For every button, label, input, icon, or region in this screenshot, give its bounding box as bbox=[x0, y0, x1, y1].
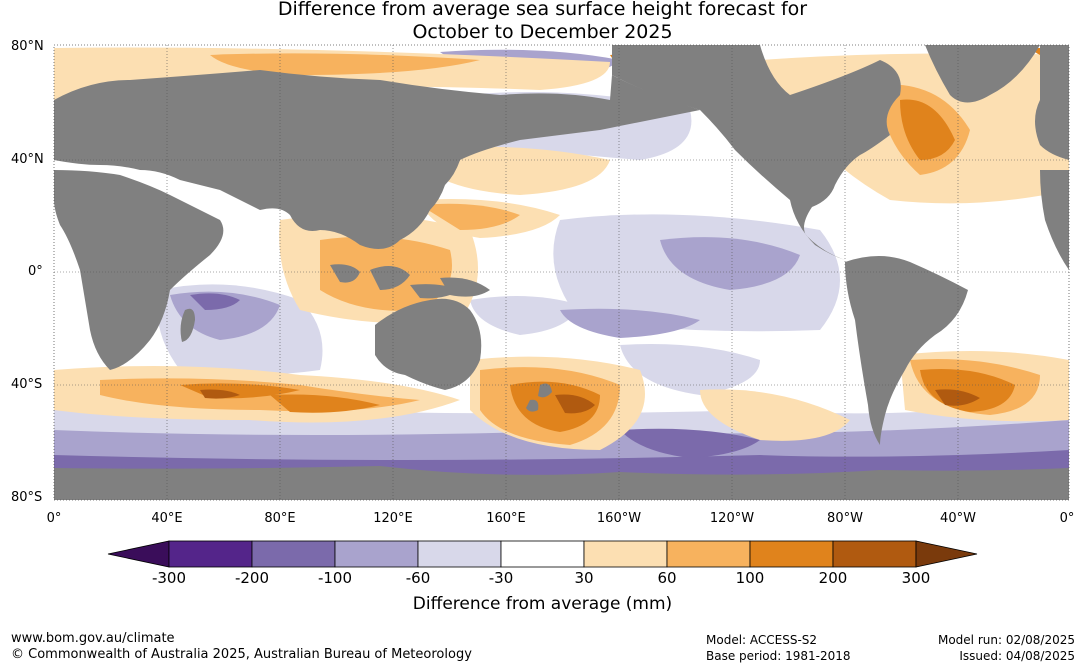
lat-label-80s: 80°S bbox=[11, 490, 43, 505]
colorbar-tick-label: 200 bbox=[818, 569, 848, 587]
colorbar-bin bbox=[334, 540, 419, 568]
landmass-eurasia-east bbox=[1035, 45, 1069, 160]
colorbar-tick-label: -300 bbox=[151, 569, 187, 587]
lat-label-40n: 40°N bbox=[11, 152, 44, 167]
colorbar-bin bbox=[251, 540, 336, 568]
landmass-africa-east bbox=[1040, 170, 1069, 270]
lon-label-0-right: 0° bbox=[1059, 511, 1075, 526]
land-masses bbox=[54, 45, 1069, 500]
colorbar-tick-label: -200 bbox=[234, 569, 270, 587]
colorbar-bin bbox=[832, 540, 917, 568]
title-line-2: October to December 2025 bbox=[412, 21, 673, 43]
colorbar-bin bbox=[168, 540, 253, 568]
colorbar-bin bbox=[749, 540, 834, 568]
lat-label-80n: 80°N bbox=[11, 39, 44, 54]
colorbar-graphic bbox=[107, 540, 978, 568]
lon-label-160e: 160°E bbox=[486, 511, 526, 526]
world-map bbox=[53, 44, 1070, 501]
colorbar-bin bbox=[666, 540, 751, 568]
colorbar-arrow-high bbox=[915, 540, 978, 568]
landmass-new-zealand bbox=[526, 383, 552, 412]
lon-label-120e: 120°E bbox=[373, 511, 413, 526]
colorbar-tick-label: -60 bbox=[405, 569, 431, 587]
anomaly-darkest-orange bbox=[200, 389, 980, 414]
lon-label-120w: 120°W bbox=[709, 511, 755, 526]
chart-title: Difference from average sea surface heig… bbox=[0, 0, 1085, 44]
footer-url: www.bom.gov.au/climate bbox=[11, 631, 175, 646]
lon-label-40w: 40°W bbox=[940, 511, 976, 526]
title-line-1: Difference from average sea surface heig… bbox=[277, 0, 808, 20]
colorbar-title: Difference from average (mm) bbox=[412, 594, 673, 614]
lon-label-0: 0° bbox=[46, 511, 62, 526]
landmass-new-guinea bbox=[440, 277, 490, 297]
colorbar-tick-label: 30 bbox=[574, 569, 594, 587]
landmass-indonesia bbox=[330, 264, 460, 299]
colorbar-tick-label: -30 bbox=[488, 569, 514, 587]
lat-label-0: 0° bbox=[28, 264, 43, 279]
colorbar-tick-label: 100 bbox=[735, 569, 765, 587]
landmass-africa bbox=[54, 170, 224, 370]
colorbar-tick-label: -100 bbox=[317, 569, 353, 587]
colorbar-bin bbox=[500, 540, 585, 568]
footer-copyright: © Commonwealth of Australia 2025, Austra… bbox=[11, 647, 472, 662]
colorbar-tick-label: 60 bbox=[657, 569, 677, 587]
landmass-australia bbox=[375, 298, 482, 390]
footer-model: Model: ACCESS-S2 bbox=[706, 633, 818, 647]
landmass-japan bbox=[438, 146, 460, 185]
lon-label-80w: 80°W bbox=[827, 511, 863, 526]
footer-model-run: Model run: 02/08/2025 bbox=[937, 633, 1075, 647]
landmass-north-america bbox=[612, 45, 901, 260]
footer-base-period: Base period: 1981-2018 bbox=[706, 649, 851, 663]
lat-label-40s: 40°S bbox=[11, 377, 43, 392]
colorbar-bin bbox=[583, 540, 668, 568]
lon-label-160w: 160°W bbox=[596, 511, 642, 526]
colorbar-arrow-low bbox=[107, 540, 170, 568]
map-frame bbox=[53, 44, 1070, 501]
graticule bbox=[54, 45, 1069, 500]
landmass-greenland bbox=[925, 45, 1040, 103]
lon-label-80e: 80°E bbox=[264, 511, 296, 526]
colorbar-tick-label: 300 bbox=[901, 569, 931, 587]
landmass-south-america bbox=[845, 256, 968, 445]
landmass-antarctica bbox=[54, 466, 1069, 500]
landmass-eurasia bbox=[54, 70, 700, 249]
landmass-madagascar bbox=[180, 308, 195, 342]
colorbar-bin bbox=[417, 540, 502, 568]
footer-issued: Issued: 04/08/2025 bbox=[959, 649, 1075, 663]
lon-label-40e: 40°E bbox=[151, 511, 183, 526]
